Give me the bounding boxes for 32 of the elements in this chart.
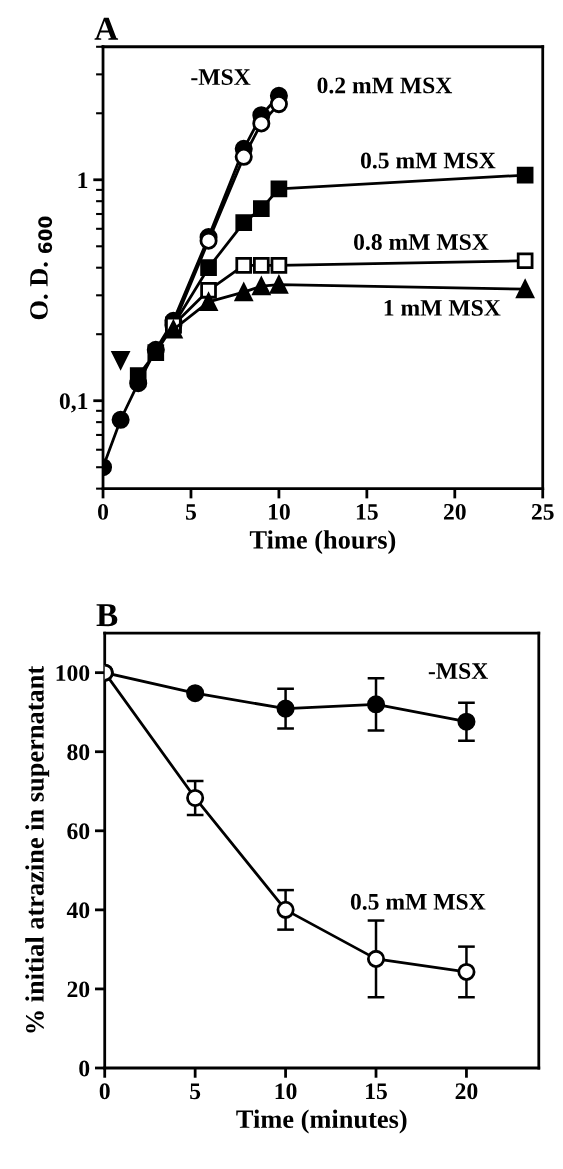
x-tick-label: 10: [269, 503, 290, 520]
y-tick-label: 80: [67, 744, 90, 761]
y-axis-title: % initial atrazine in supernatant: [25, 665, 50, 1033]
x-axis-title: Time (minutes): [236, 1109, 407, 1134]
x-tick-label: 20: [455, 1083, 478, 1100]
series-label: 0.8 mM MSX: [354, 234, 489, 251]
y-tick-label: 60: [67, 823, 90, 840]
chart-title: A: [94, 17, 119, 40]
chart-title: B: [96, 604, 118, 627]
series-label: 1 mM MSX: [384, 299, 501, 316]
x-tick-label: 5: [190, 1083, 201, 1100]
x-tick-label: 25: [531, 503, 554, 520]
series-label: 0.2 mM MSX: [317, 77, 453, 94]
x-axis-title: Time (hours): [249, 530, 396, 555]
series-label: -MSX: [191, 69, 251, 86]
x-tick-label: 20: [443, 503, 466, 520]
x-tick-label: 5: [186, 504, 197, 520]
x-tick-label: 0: [98, 503, 109, 520]
y-tick-label: 0: [79, 1060, 90, 1077]
y-tick-label: 40: [66, 902, 90, 919]
y-axis-title: O. D. $_{600}$: [30, 216, 53, 320]
x-tick-label: 15: [356, 504, 378, 520]
y-tick-label: 20: [67, 981, 90, 998]
y-tick-label: 100: [56, 665, 90, 682]
y-tick-label: 1: [78, 172, 88, 188]
series-label: -MSX: [428, 663, 488, 679]
x-tick-label: 0: [99, 1083, 110, 1100]
series-label: 0.5 mM MSX: [360, 152, 496, 169]
x-tick-label: 10: [275, 1083, 297, 1100]
x-tick-label: 15: [366, 1083, 387, 1100]
series-label: 0.5 mM MSX: [350, 893, 486, 910]
y-tick-label: 0,1: [59, 393, 88, 413]
